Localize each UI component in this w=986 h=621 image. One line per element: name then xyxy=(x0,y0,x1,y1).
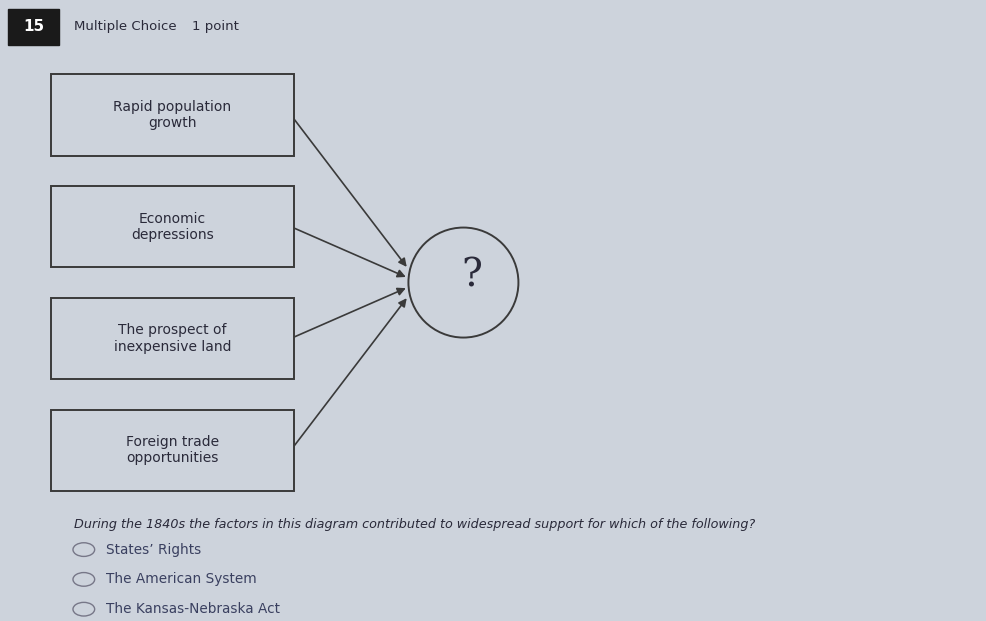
Text: 1 point: 1 point xyxy=(192,20,240,33)
Text: Economic
depressions: Economic depressions xyxy=(131,212,214,242)
Text: 15: 15 xyxy=(23,19,44,34)
FancyBboxPatch shape xyxy=(51,298,294,379)
Text: The prospect of
inexpensive land: The prospect of inexpensive land xyxy=(113,324,232,353)
Circle shape xyxy=(73,573,95,586)
Ellipse shape xyxy=(408,227,519,338)
FancyBboxPatch shape xyxy=(51,75,294,156)
Circle shape xyxy=(73,602,95,616)
FancyBboxPatch shape xyxy=(8,9,59,45)
Text: The American System: The American System xyxy=(106,573,257,586)
FancyBboxPatch shape xyxy=(51,186,294,267)
Text: ?: ? xyxy=(460,258,482,295)
Text: The Kansas-Nebraska Act: The Kansas-Nebraska Act xyxy=(106,602,280,616)
Text: Foreign trade
opportunities: Foreign trade opportunities xyxy=(126,435,219,465)
Text: During the 1840s the factors in this diagram contributed to widespread support f: During the 1840s the factors in this dia… xyxy=(74,519,755,531)
Text: Multiple Choice: Multiple Choice xyxy=(74,20,176,33)
Text: Rapid population
growth: Rapid population growth xyxy=(113,100,232,130)
Text: States’ Rights: States’ Rights xyxy=(106,543,202,556)
Circle shape xyxy=(73,543,95,556)
FancyBboxPatch shape xyxy=(51,410,294,491)
